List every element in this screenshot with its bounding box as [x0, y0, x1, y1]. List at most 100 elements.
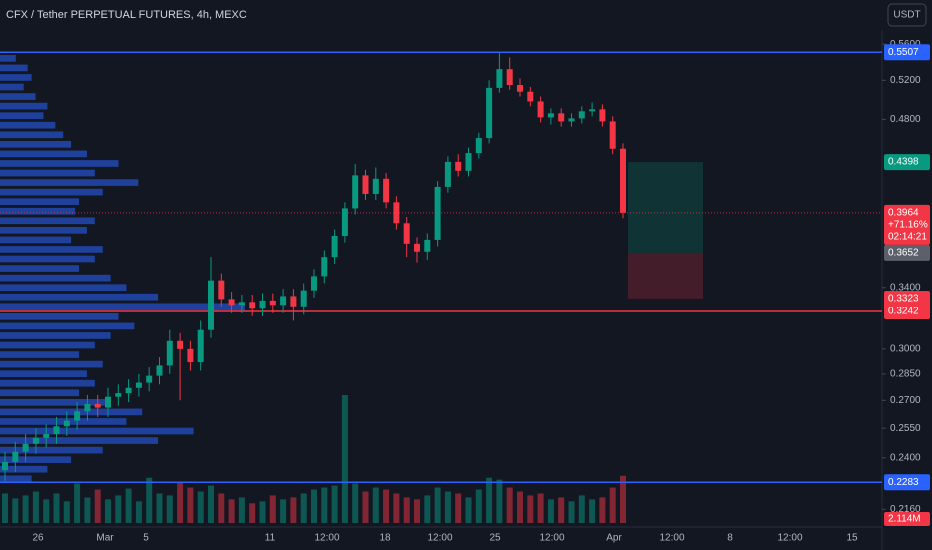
- volume-bar: [94, 489, 101, 523]
- candle-body: [486, 87, 493, 139]
- candle-body: [475, 138, 482, 154]
- volume-bar: [403, 497, 410, 523]
- volume-profile-bar: [0, 427, 194, 435]
- volume-bar: [496, 479, 503, 523]
- x-tick-label: 12:00: [777, 533, 802, 544]
- y-tick-label: 0.2700: [890, 395, 921, 406]
- candle-body: [53, 426, 60, 434]
- last-price: 0.3964: [888, 207, 919, 218]
- volume-bar: [527, 495, 534, 523]
- volume-profile-bar: [0, 408, 143, 416]
- candle-body: [32, 437, 39, 444]
- volume-bar: [166, 495, 173, 523]
- volume-label-box: [884, 512, 930, 526]
- volume-bar: [475, 489, 482, 523]
- candle-body: [568, 118, 575, 122]
- candle-body: [125, 387, 132, 394]
- y-tick-label: 0.2850: [890, 369, 921, 380]
- candle-body: [166, 340, 173, 366]
- volume-profile-bar: [0, 102, 48, 110]
- volume-bar: [218, 493, 225, 523]
- price-label-box: [884, 154, 930, 171]
- candle-body: [105, 396, 111, 408]
- last-price-box: [884, 204, 930, 245]
- volume-bar: [197, 491, 204, 523]
- volume-profile-bar: [0, 112, 44, 120]
- candle-body: [547, 113, 554, 118]
- volume-bar: [414, 499, 420, 523]
- candle-body: [84, 403, 91, 412]
- volume-profile-bar: [0, 74, 32, 81]
- volume-profile-bar: [0, 227, 87, 234]
- price-label: 0.3323: [888, 294, 919, 305]
- volume-bar: [300, 493, 307, 523]
- candle-body: [321, 257, 328, 277]
- candle-body: [2, 461, 8, 471]
- volume-bar: [12, 498, 19, 523]
- volume-bar: [517, 491, 523, 523]
- candle-body: [311, 276, 317, 291]
- volume-profile-bar: [0, 351, 80, 358]
- position-target-zone: [628, 162, 703, 253]
- price-label-box: [884, 244, 930, 261]
- volume-bar: [321, 487, 328, 523]
- candle-body: [12, 451, 19, 462]
- candle-body: [620, 148, 626, 213]
- volume-profile-bar: [0, 198, 80, 206]
- candle-body: [403, 223, 410, 244]
- candle-body: [74, 411, 81, 421]
- volume-bar: [465, 497, 472, 523]
- candle-body: [22, 443, 29, 452]
- volume-profile-bar: [0, 399, 111, 406]
- volume-bar: [280, 499, 287, 523]
- volume-profile-bar: [0, 456, 72, 464]
- x-tick-label: 12:00: [659, 533, 684, 544]
- volume-bar: [249, 503, 256, 523]
- candle-body: [496, 69, 503, 88]
- volume-profile-bar: [0, 188, 103, 196]
- volume-bar: [547, 499, 554, 523]
- volume-bar: [115, 495, 122, 523]
- volume-bar: [63, 501, 70, 523]
- candle-body: [537, 101, 544, 118]
- volume-profile-bar: [0, 360, 103, 368]
- currency-button[interactable]: [887, 3, 927, 27]
- currency[interactable]: USDT: [893, 10, 920, 21]
- y-tick-label: 0.2400: [890, 452, 921, 463]
- y-tick-label: 0.2160: [890, 504, 921, 515]
- candle-body: [259, 300, 266, 309]
- volume-bar: [53, 493, 60, 523]
- volume-bar: [352, 483, 359, 523]
- volume-bar: [105, 499, 111, 523]
- candle-body: [362, 175, 369, 194]
- x-tick-label: 18: [379, 533, 391, 544]
- volume-bar: [341, 395, 348, 523]
- volume-bar: [578, 495, 585, 523]
- candle-body: [218, 280, 225, 300]
- x-tick-label: 15: [846, 533, 858, 544]
- volume-bar: [22, 495, 29, 523]
- candle-body: [455, 161, 462, 171]
- volume-profile-bar: [0, 475, 32, 483]
- x-tick-label: Apr: [606, 533, 622, 544]
- volume-bar: [208, 485, 214, 523]
- candle-body: [197, 329, 204, 363]
- volume-profile-bar: [0, 121, 56, 129]
- candle-body: [135, 382, 142, 388]
- volume-profile-bar: [0, 55, 16, 62]
- candle-body: [527, 91, 534, 102]
- price-label: 0.3242: [888, 306, 919, 317]
- candle-body: [63, 420, 70, 427]
- volume-profile-bar: [0, 303, 245, 311]
- volume-bar: [372, 487, 379, 523]
- volume-bar: [2, 493, 8, 523]
- candle-body: [228, 299, 235, 306]
- volume-bar: [290, 497, 297, 523]
- price-label-box: [884, 44, 930, 61]
- price-change: +71.16%: [888, 219, 928, 230]
- candle-body: [599, 109, 606, 122]
- volume-profile-bar: [0, 265, 80, 272]
- price-label: 0.4398: [888, 157, 919, 168]
- volume-profile-bar: [0, 293, 159, 301]
